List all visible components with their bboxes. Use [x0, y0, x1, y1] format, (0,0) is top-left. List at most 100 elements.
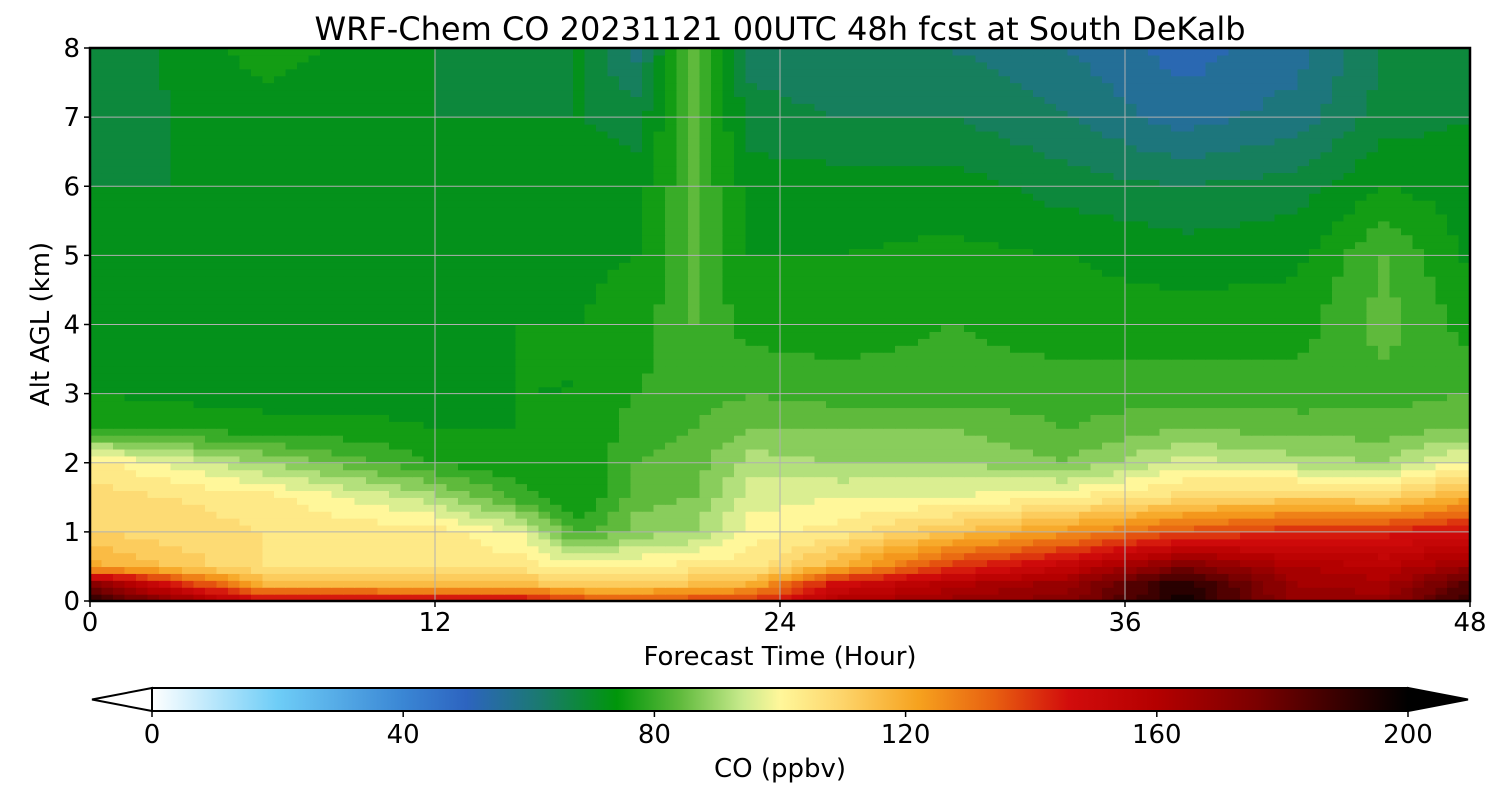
heatmap-cell	[688, 476, 701, 485]
heatmap-cell	[90, 428, 103, 436]
heatmap-cell	[814, 352, 827, 360]
heatmap-cell	[423, 545, 436, 554]
heatmap-cell	[596, 476, 609, 485]
heatmap-cell	[826, 587, 839, 595]
heatmap-cell	[952, 414, 965, 422]
heatmap-cell	[1102, 545, 1115, 554]
heatmap-cell	[1458, 379, 1470, 388]
heatmap-cell	[573, 497, 586, 505]
heatmap-cell	[389, 442, 402, 450]
heatmap-cell	[642, 331, 655, 339]
heatmap-cell	[1010, 324, 1023, 333]
heatmap-cell	[389, 545, 402, 554]
heatmap-cell	[1228, 317, 1241, 326]
heatmap-cell	[642, 511, 655, 519]
heatmap-cell	[343, 497, 356, 505]
heatmap-cell	[1332, 435, 1345, 443]
heatmap-cell	[964, 518, 977, 526]
heatmap-cell	[826, 538, 839, 547]
heatmap-cell	[458, 331, 471, 339]
heatmap-cell	[1458, 518, 1470, 526]
heatmap-cell	[1320, 490, 1333, 498]
heatmap-cell	[469, 338, 482, 346]
heatmap-cell	[929, 338, 942, 346]
heatmap-cell	[354, 587, 367, 595]
heatmap-cell	[688, 345, 701, 353]
heatmap-cell	[504, 511, 517, 519]
heatmap-cell	[1366, 372, 1379, 381]
heatmap-cell	[435, 421, 448, 429]
heatmap-cell	[538, 310, 551, 319]
heatmap-cell	[1263, 587, 1276, 595]
heatmap-cell	[1424, 483, 1437, 491]
heatmap-cell	[1044, 524, 1057, 533]
heatmap-cell	[1194, 531, 1207, 540]
heatmap-cell	[331, 310, 344, 319]
heatmap-cell	[1412, 518, 1425, 526]
heatmap-cell	[941, 359, 954, 367]
heatmap-cell	[745, 538, 758, 547]
heatmap-cell	[1355, 469, 1368, 478]
heatmap-cell	[1228, 559, 1241, 568]
heatmap-cell	[515, 559, 528, 568]
heatmap-cell	[1274, 365, 1287, 374]
heatmap-cell	[1401, 428, 1414, 436]
heatmap-cell	[918, 421, 931, 429]
heatmap-cell	[239, 476, 252, 485]
heatmap-cell	[596, 448, 609, 457]
heatmap-cell	[458, 490, 471, 498]
heatmap-cell	[573, 352, 586, 360]
heatmap-cell	[665, 407, 678, 415]
heatmap-cell	[906, 442, 919, 450]
heatmap-cell	[504, 331, 517, 339]
heatmap-cell	[1251, 462, 1264, 471]
heatmap-cell	[400, 365, 413, 374]
heatmap-cell	[803, 365, 816, 374]
heatmap-cell	[538, 518, 551, 526]
heatmap-cell	[412, 365, 425, 374]
heatmap-cell	[734, 352, 747, 360]
heatmap-cell	[1148, 428, 1161, 436]
heatmap-cell	[561, 421, 574, 429]
heatmap-cell	[1378, 393, 1391, 402]
heatmap-cell	[101, 587, 114, 595]
heatmap-cell	[561, 566, 574, 574]
heatmap-cell	[642, 531, 655, 540]
heatmap-cell	[561, 455, 574, 464]
heatmap-cell	[837, 407, 850, 415]
heatmap-cell	[1125, 442, 1138, 450]
heatmap-cell	[113, 552, 126, 561]
heatmap-cell	[446, 365, 459, 374]
heatmap-cell	[469, 594, 482, 601]
heatmap-cell	[1378, 580, 1391, 588]
heatmap-cell	[366, 518, 379, 526]
heatmap-cell	[561, 372, 574, 381]
heatmap-cell	[1389, 324, 1402, 333]
heatmap-cell	[688, 352, 701, 360]
heatmap-cell	[251, 407, 264, 415]
heatmap-cell	[584, 324, 597, 333]
heatmap-cell	[285, 448, 298, 457]
heatmap-cell	[1263, 372, 1276, 381]
heatmap-cell	[320, 379, 333, 388]
heatmap-cell	[251, 421, 264, 429]
heatmap-cell	[745, 365, 758, 374]
heatmap-cell	[906, 559, 919, 568]
heatmap-cell	[1286, 566, 1299, 574]
heatmap-cell	[1412, 573, 1425, 581]
heatmap-cell	[1171, 324, 1184, 333]
heatmap-cell	[412, 497, 425, 505]
heatmap-cell	[377, 504, 390, 512]
heatmap-cell	[1297, 317, 1310, 326]
heatmap-cell	[860, 317, 873, 326]
heatmap-cell	[745, 414, 758, 422]
heatmap-cell	[722, 497, 735, 505]
heatmap-cell	[1355, 559, 1368, 568]
heatmap-cell	[1343, 442, 1356, 450]
heatmap-cell	[987, 594, 1000, 601]
heatmap-cell	[216, 324, 229, 333]
heatmap-cell	[538, 455, 551, 464]
heatmap-cell	[251, 587, 264, 595]
heatmap-cell	[1056, 324, 1069, 333]
heatmap-cell	[1401, 331, 1414, 339]
